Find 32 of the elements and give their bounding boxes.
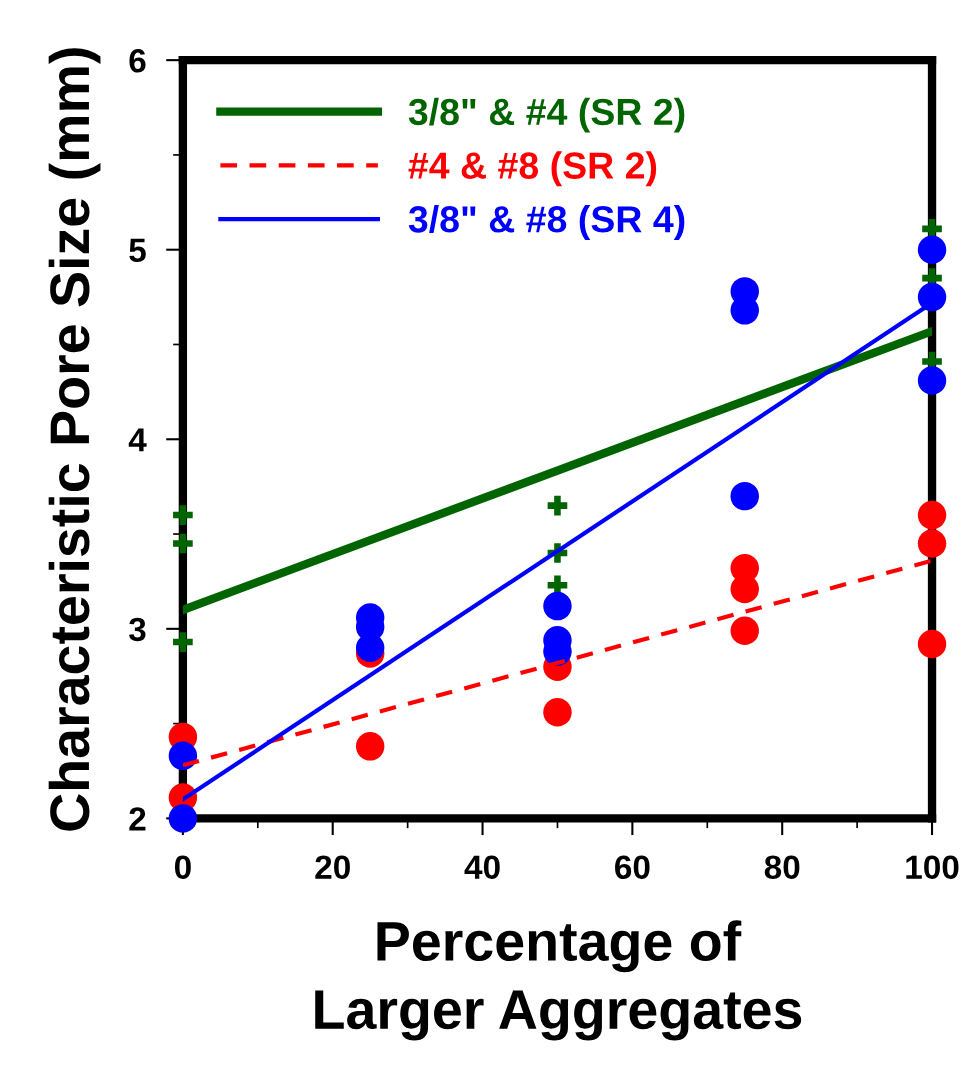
y-tick-label: 3: [129, 617, 146, 642]
point: [173, 505, 193, 525]
legend-label: #4 & #8 (SR 2): [408, 151, 657, 187]
point: [547, 495, 568, 516]
y-tick-label: 6: [129, 48, 146, 73]
x-tick-label: 0: [174, 855, 191, 879]
point: [543, 698, 572, 727]
x-axis-title: Percentage of Larger Aggregates: [315, 920, 802, 1041]
legend-label: 3/8" & #4 (SR 2): [408, 97, 685, 133]
point: [917, 282, 947, 312]
y-tick-label: 4: [128, 428, 147, 452]
point: [917, 366, 947, 395]
x-tick-label: 40: [464, 855, 500, 879]
point: [543, 591, 572, 621]
y-tick-label: 5: [129, 238, 146, 263]
point: [173, 533, 193, 554]
x-tick-label: 60: [615, 855, 650, 879]
point: [168, 804, 198, 833]
point: [917, 235, 947, 264]
x-tick-label: 80: [764, 855, 800, 879]
point: [917, 629, 947, 659]
point: [917, 500, 947, 530]
point: [917, 529, 947, 558]
point: [173, 632, 193, 652]
y-tick-label: 2: [129, 807, 146, 831]
point: [730, 481, 759, 511]
point: [730, 616, 759, 645]
legend-label: 3/8" & #8 (SR 4): [408, 205, 685, 241]
y-axis-title: Characteristic Pore Size (mm): [48, 48, 101, 831]
x-tick-label: 100: [906, 855, 959, 879]
x-tick-label: 20: [315, 855, 350, 879]
point: [355, 732, 385, 761]
